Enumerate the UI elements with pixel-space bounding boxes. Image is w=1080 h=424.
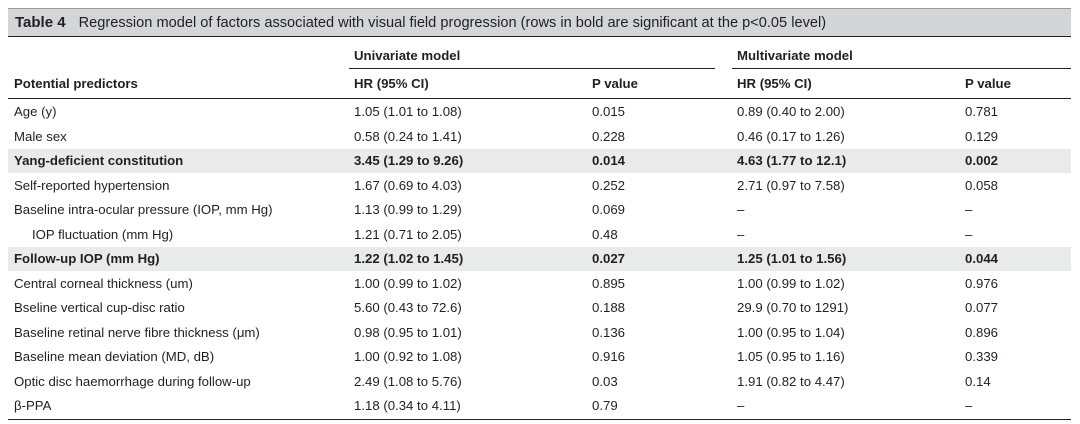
header-bottom-rule bbox=[8, 98, 1071, 99]
table-row: β-PPA 1.18 (0.34 to 4.11) 0.79 – – bbox=[8, 394, 1071, 418]
univariate-hr-cell: 3.45 (1.29 to 9.26) bbox=[354, 153, 464, 168]
multivariate-p-cell: 0.002 bbox=[965, 153, 999, 168]
multivariate-hr-cell: 2.71 (0.97 to 7.58) bbox=[737, 177, 845, 193]
predictor-cell: Male sex bbox=[14, 128, 67, 144]
table-row: Optic disc haemorrhage during follow-up 2… bbox=[8, 370, 1071, 394]
predictor-cell: Baseline mean deviation (MD, dB) bbox=[14, 349, 215, 364]
predictor-cell: Age (y) bbox=[14, 104, 57, 119]
multivariate-p-cell: 0.077 bbox=[965, 300, 999, 315]
univariate-p-cell: 0.027 bbox=[592, 251, 626, 266]
predictor-cell: Yang-deficient constitution bbox=[14, 153, 184, 168]
multivariate-hr-cell: – bbox=[737, 398, 745, 413]
predictor-cell: Baseline retinal nerve fibre thickness (… bbox=[14, 324, 260, 340]
univariate-p-cell: 0.79 bbox=[592, 398, 618, 413]
multivariate-p-cell: – bbox=[965, 226, 973, 242]
multivariate-p-cell: 0.976 bbox=[965, 275, 999, 291]
predictor-cell: IOP fluctuation (mm Hg) bbox=[32, 226, 174, 242]
univariate-p-cell: 0.069 bbox=[592, 202, 626, 217]
univariate-p-cell: 0.014 bbox=[592, 153, 626, 168]
predictor-cell: Follow-up IOP (mm Hg) bbox=[14, 251, 160, 266]
multivariate-p-cell: – bbox=[965, 398, 973, 413]
univariate-p-cell: 0.895 bbox=[592, 275, 626, 291]
multivariate-p-cell: 0.896 bbox=[965, 324, 999, 340]
univariate-p-cell: 0.03 bbox=[592, 373, 618, 389]
univariate-hr-cell: 1.18 (0.34 to 4.11) bbox=[354, 398, 461, 413]
group-univariate: Univariate model bbox=[354, 48, 461, 63]
multivariate-p-cell: 0.058 bbox=[965, 177, 999, 193]
univariate-hr-cell: 1.67 (0.69 to 4.03) bbox=[354, 177, 462, 193]
group-multivariate: Multivariate model bbox=[737, 48, 853, 63]
table-label: Table 4 bbox=[15, 14, 66, 31]
multivariate-hr-cell: 1.00 (0.95 to 1.04) bbox=[737, 324, 845, 340]
table-row: Yang-deficient constitution 3.45 (1.29 to… bbox=[8, 149, 1071, 173]
univariate-hr-cell: 1.13 (0.99 to 1.29) bbox=[354, 202, 462, 217]
col-header-uni-p: P value bbox=[592, 76, 638, 91]
univariate-hr-cell: 2.49 (1.08 to 5.76) bbox=[354, 373, 462, 389]
predictor-cell: β-PPA bbox=[14, 398, 52, 413]
predictor-cell: Baseline intra-ocular pressure (IOP, mm … bbox=[14, 202, 273, 217]
multivariate-hr-cell: 0.46 (0.17 to 1.26) bbox=[737, 128, 845, 144]
univariate-hr-cell: 0.58 (0.24 to 1.41) bbox=[354, 128, 462, 144]
table-row: Baseline intra-ocular pressure (IOP, mm … bbox=[8, 198, 1071, 222]
univariate-p-cell: 0.228 bbox=[592, 128, 626, 144]
col-header-multi-hr: HR (95% CI) bbox=[737, 76, 812, 91]
table-row: Baseline mean deviation (MD, dB) 1.00 (0.… bbox=[8, 345, 1071, 369]
table-title-bar: Table 4 Regression model of factors asso… bbox=[8, 8, 1071, 37]
multivariate-hr-cell: 1.25 (1.01 to 1.56) bbox=[737, 251, 847, 266]
univariate-group-rule bbox=[349, 68, 715, 69]
univariate-hr-cell: 1.05 (1.01 to 1.08) bbox=[354, 104, 462, 119]
univariate-p-cell: 0.916 bbox=[592, 349, 626, 364]
univariate-hr-cell: 1.22 (1.02 to 1.45) bbox=[354, 251, 464, 266]
multivariate-p-cell: 0.14 bbox=[965, 373, 991, 389]
multivariate-hr-cell: 1.00 (0.99 to 1.02) bbox=[737, 275, 845, 291]
multivariate-hr-cell: – bbox=[737, 226, 745, 242]
multivariate-hr-cell: 1.91 (0.82 to 4.47) bbox=[737, 373, 845, 389]
table-row: Male sex 0.58 (0.24 to 1.41) 0.228 0.46 (0.… bbox=[8, 125, 1071, 149]
univariate-p-cell: 0.188 bbox=[592, 300, 626, 315]
univariate-p-cell: 0.136 bbox=[592, 324, 626, 340]
table-row: Self-reported hypertension 1.67 (0.69 to … bbox=[8, 174, 1071, 198]
table-row: Follow-up IOP (mm Hg) 1.22 (1.02 to 1.45)… bbox=[8, 247, 1071, 271]
multivariate-p-cell: 0.129 bbox=[965, 128, 999, 144]
multivariate-hr-cell: – bbox=[737, 202, 745, 217]
col-header-multi-p: P value bbox=[965, 76, 1011, 91]
multivariate-p-cell: 0.781 bbox=[965, 104, 999, 119]
univariate-hr-cell: 1.00 (0.99 to 1.02) bbox=[354, 275, 462, 291]
multivariate-hr-cell: 4.63 (1.77 to 12.1) bbox=[737, 153, 847, 168]
col-header-uni-hr: HR (95% CI) bbox=[354, 76, 429, 91]
multivariate-p-cell: – bbox=[965, 202, 973, 217]
predictor-cell: Central corneal thickness (um) bbox=[14, 275, 193, 291]
table-row: IOP fluctuation (mm Hg) 1.21 (0.71 to 2.0… bbox=[8, 223, 1071, 247]
univariate-hr-cell: 1.21 (0.71 to 2.05) bbox=[354, 226, 462, 242]
multivariate-hr-cell: 29.9 (0.70 to 1291) bbox=[737, 300, 849, 315]
table-row: Central corneal thickness (um) 1.00 (0.99… bbox=[8, 272, 1071, 296]
table-row: Baseline retinal nerve fibre thickness (… bbox=[8, 321, 1071, 345]
col-header-predictors: Potential predictors bbox=[14, 76, 138, 91]
predictor-cell: Bseline vertical cup-disc ratio bbox=[14, 300, 185, 315]
multivariate-p-cell: 0.339 bbox=[965, 349, 999, 364]
table-row: Bseline vertical cup-disc ratio 5.60 (0.4… bbox=[8, 296, 1071, 320]
predictor-cell: Optic disc haemorrhage during follow-up bbox=[14, 373, 251, 389]
univariate-p-cell: 0.015 bbox=[592, 104, 626, 119]
multivariate-p-cell: 0.044 bbox=[965, 251, 999, 266]
univariate-hr-cell: 5.60 (0.43 to 72.6) bbox=[354, 300, 462, 315]
multivariate-group-rule bbox=[732, 68, 1071, 69]
predictor-cell: Self-reported hypertension bbox=[14, 177, 170, 193]
univariate-hr-cell: 0.98 (0.95 to 1.01) bbox=[354, 324, 462, 340]
table-bottom-rule bbox=[8, 419, 1071, 420]
multivariate-hr-cell: 1.05 (0.95 to 1.16) bbox=[737, 349, 845, 364]
table-row: Age (y) 1.05 (1.01 to 1.08) 0.015 0.89 (0.4… bbox=[8, 100, 1071, 124]
univariate-p-cell: 0.48 bbox=[592, 226, 618, 242]
multivariate-hr-cell: 0.89 (0.40 to 2.00) bbox=[737, 104, 845, 119]
univariate-p-cell: 0.252 bbox=[592, 177, 626, 193]
univariate-hr-cell: 1.00 (0.92 to 1.08) bbox=[354, 349, 462, 364]
table-caption: Regression model of factors associated w… bbox=[78, 14, 827, 31]
